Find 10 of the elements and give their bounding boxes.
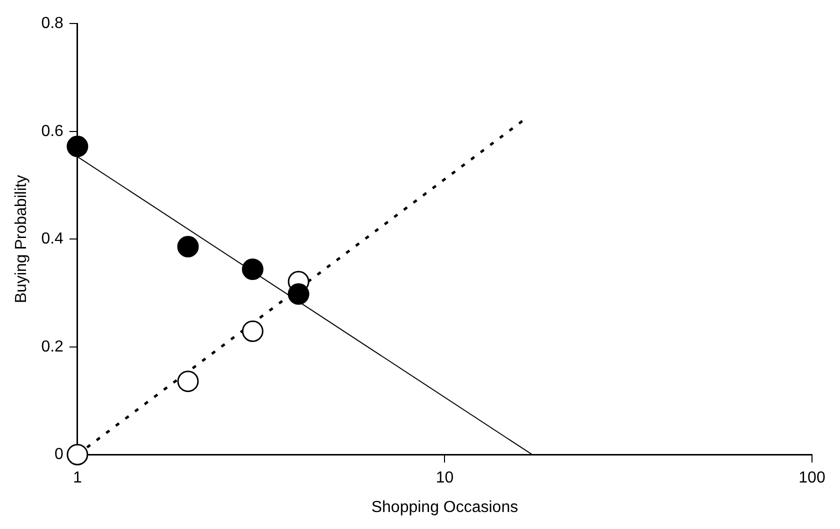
x-tick-label: 100 xyxy=(798,470,826,487)
x-tick-label: 1 xyxy=(72,470,82,487)
y-tick-label: 0.4 xyxy=(41,230,64,248)
y-tick-label: 0 xyxy=(54,446,64,464)
x-tick-label: 10 xyxy=(436,470,454,487)
y-tick-label: 0.6 xyxy=(41,122,64,140)
x-axis-title: Shopping Occasions xyxy=(371,498,518,516)
y-axis-title: Buying Probability xyxy=(13,175,30,304)
y-tick-label: 0.8 xyxy=(41,15,64,32)
y-tick-label: 0.2 xyxy=(41,338,64,356)
